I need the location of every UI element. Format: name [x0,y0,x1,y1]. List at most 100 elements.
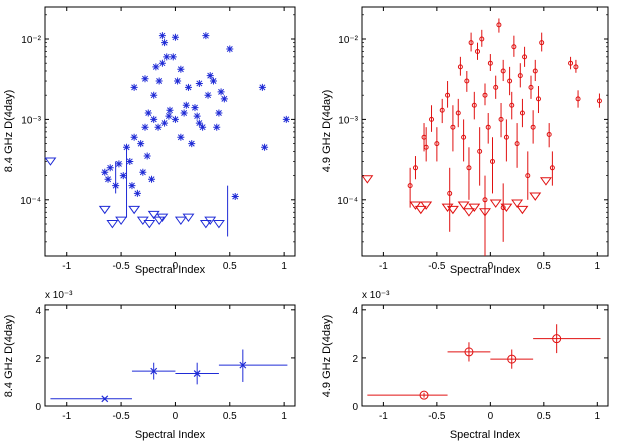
y-tick-label: 2 [352,354,358,365]
data-point [220,95,228,103]
data-point [158,59,166,67]
upper-limit-marker [511,199,524,208]
y-axis-label-top-left: 8.4 GHz D(4day) [3,90,15,173]
data-point [450,124,456,130]
data-point [261,143,269,151]
data-point [217,88,225,96]
data-point [150,115,158,123]
data-point [163,53,171,61]
upper-limit-marker [489,199,502,208]
y-multiplier-bottom-right: x 10⁻³ [362,290,390,301]
data-point [130,133,138,141]
data-point [165,112,173,120]
y-tick-label: 2 [35,354,41,365]
data-point [507,354,517,364]
y-tick-label: 10⁻⁴ [337,196,358,207]
upper-limit-marker [361,175,374,184]
data-point [464,78,470,84]
data-point [519,110,525,116]
data-point [130,83,138,91]
upper-limit-marker [441,203,454,212]
data-point [493,84,499,90]
data-point [429,116,435,122]
y-tick-label: 0 [352,402,358,413]
x-tick-label: -1 [379,411,388,422]
data-point [419,390,429,400]
y-tick-label: 4 [352,306,358,317]
data-point [412,165,418,171]
data-point [155,77,163,85]
data-point [119,172,127,180]
data-point [575,96,581,102]
axis-ticks-bottom-right: -1 -0.5 0 0.5 1 0 2 4 [352,305,608,422]
x-tick-label: 0 [488,411,494,422]
y-tick-label: 0 [35,402,41,413]
data-point [239,361,247,369]
data-point [101,168,109,176]
data-point [195,119,203,127]
x-tick-label: -1 [62,261,71,272]
data-point [479,36,485,42]
data-point [507,78,513,84]
x-tick-label: -0.5 [112,261,130,272]
panel-bottom-right: -1 -0.5 0 0.5 1 0 2 4 x 10⁻³ Spectral Index 4.9… [321,290,609,441]
upper-limit-marker [204,216,217,226]
plot-frame-bottom-right [361,304,609,407]
data-point [188,140,196,148]
data-point [202,32,210,40]
x-tick-label: -0.5 [112,411,130,422]
data-point [158,32,166,40]
data-point [489,158,495,164]
data-point [509,102,515,108]
data-point [464,347,474,357]
data-point [511,44,517,50]
data-point [487,60,493,66]
upper-limit-marker [212,220,225,229]
data-point [514,141,520,147]
data-marks-top-left [44,32,290,237]
upper-limit-marker [446,205,459,215]
y-axis-label-top-right: 4.9 GHz D(4day) [321,90,333,173]
data-point [466,165,472,171]
data-point [445,92,451,98]
axis-ticks-top-right: -1 -0.5 0 0.5 1 10⁻⁴ 10⁻³ 10⁻² [337,7,608,272]
data-point [539,40,545,46]
data-point [195,79,203,87]
data-point [503,134,509,140]
plot-frame-top-left [44,6,296,257]
data-point [226,45,234,53]
data-point [500,68,506,74]
x-tick-label: -1 [379,261,388,272]
y-tick-label: 10⁻² [338,35,358,46]
data-point [209,77,217,85]
data-point [546,131,552,137]
data-point [115,160,123,168]
data-point [482,92,488,98]
data-point [139,168,147,176]
upper-limit-marker [500,203,513,212]
y-tick-label: 10⁻² [21,35,41,46]
data-point [549,165,555,171]
data-point [477,148,483,154]
data-point [282,115,290,123]
data-point [482,197,488,203]
data-point [215,109,223,117]
data-point [500,205,506,211]
data-point [126,157,134,165]
data-point [133,189,141,197]
data-point [596,98,602,104]
upper-limit-marker [414,205,427,215]
data-point [423,144,429,150]
y-axis-label-bottom-left: 8.4 GHz D(4day) [3,315,15,398]
data-marks-bottom-right [367,324,601,400]
data-point [101,395,109,403]
upper-limit-marker [462,208,475,217]
data-point [457,64,463,70]
data-point [106,164,114,172]
data-point [177,65,185,73]
upper-limit-marker [529,192,542,201]
data-point [143,152,151,160]
y-tick-label: 10⁻³ [21,115,41,126]
data-point [161,39,169,47]
